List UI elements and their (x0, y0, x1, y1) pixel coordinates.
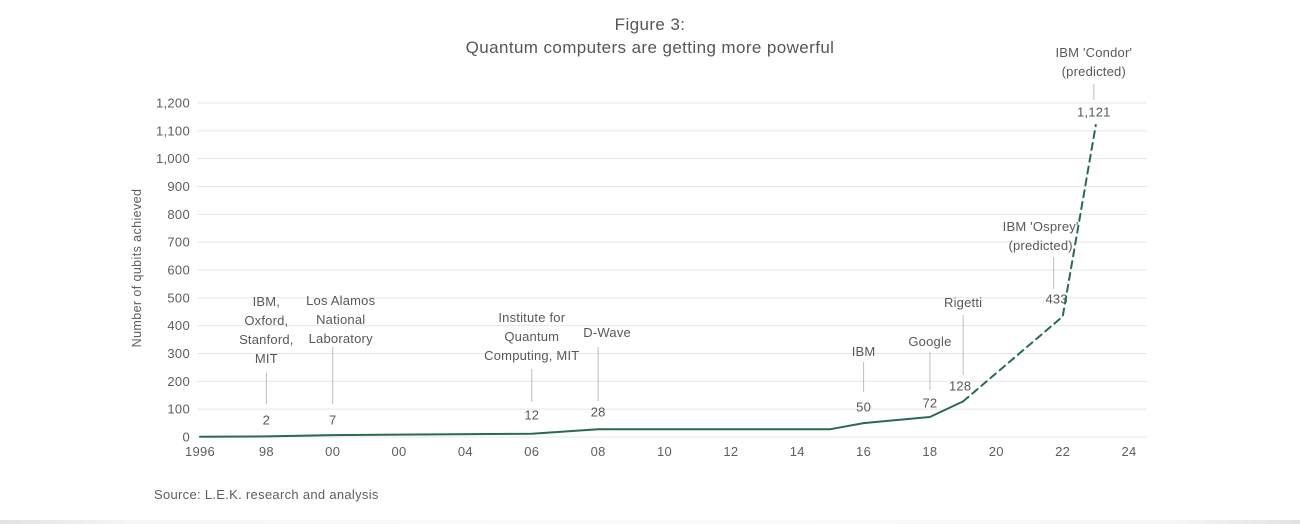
figure-title-block: Figure 3: Quantum computers are getting … (0, 13, 1300, 59)
predicted-line-dashed (962, 124, 1097, 403)
annotation-label: Computing, MIT (484, 348, 579, 363)
achieved-line-solid (199, 400, 965, 438)
x-tick-label: 08 (591, 444, 606, 459)
x-tick-label: 12 (723, 444, 738, 459)
annotation-label: Los Alamos (306, 293, 376, 308)
annotation-value: 2 (263, 413, 270, 428)
x-tick-label: 20 (989, 444, 1004, 459)
x-tick-label: 04 (458, 444, 473, 459)
annotation-value: 1,121 (1077, 105, 1111, 120)
annotation-label: Quantum (504, 329, 559, 344)
annotation-label: Rigetti (944, 295, 982, 310)
x-tick-label: 22 (1055, 444, 1070, 459)
y-tick-label: 200 (167, 374, 190, 389)
annotation-label: IBM 'Condor' (1055, 45, 1132, 60)
page-bottom-edge (0, 520, 1300, 524)
y-axis-title: Number of qubits achieved (130, 189, 144, 348)
annotation-label: Oxford, (244, 313, 288, 328)
y-tick-label: 500 (167, 290, 190, 305)
x-tick-label: 98 (259, 444, 274, 459)
y-tick-label: 300 (167, 346, 190, 361)
annotation-label: (predicted) (1008, 238, 1072, 253)
source-note: Source: L.E.K. research and analysis (154, 487, 379, 502)
y-tick-label: 100 (167, 402, 190, 417)
y-tick-label: 0 (182, 430, 190, 445)
x-tick-label: 24 (1121, 444, 1136, 459)
annotation-value: 12 (524, 408, 539, 423)
figure-number: Figure 3: (614, 15, 686, 34)
x-tick-label: 14 (790, 444, 805, 459)
annotation-label: D-Wave (583, 325, 631, 340)
annotation-label: Google (908, 334, 951, 349)
annotation-label: Institute for (498, 310, 565, 325)
annotation-value: 50 (856, 400, 871, 415)
y-tick-label: 1,100 (156, 123, 190, 138)
x-tick-label: 1996 (185, 444, 215, 459)
y-tick-label: 1,000 (156, 151, 190, 166)
figure-subtitle: Quantum computers are getting more power… (465, 38, 835, 57)
y-tick-label: 900 (167, 179, 190, 194)
annotation-label: Laboratory (309, 331, 373, 346)
annotation-label: MIT (255, 351, 278, 366)
annotation-label: IBM (852, 344, 876, 359)
y-tick-label: 1,200 (156, 96, 190, 111)
annotation-label: IBM 'Osprey' (1003, 219, 1079, 234)
x-tick-label: 06 (524, 444, 539, 459)
annotation-value: 433 (1046, 292, 1068, 307)
annotation-value: 128 (949, 379, 971, 394)
x-tick-label: 00 (392, 444, 407, 459)
y-tick-label: 400 (167, 318, 190, 333)
annotation-label: Stanford, (239, 332, 294, 347)
annotation-label: National (316, 312, 365, 327)
annotation-value: 28 (591, 405, 606, 420)
x-tick-label: 00 (325, 444, 340, 459)
annotation-label: (predicted) (1062, 64, 1126, 79)
annotation-value: 7 (329, 413, 336, 428)
y-tick-label: 800 (167, 207, 190, 222)
x-tick-label: 16 (856, 444, 871, 459)
x-tick-label: 18 (922, 444, 937, 459)
annotation-label: IBM, (253, 294, 281, 309)
y-tick-label: 600 (167, 263, 190, 278)
y-tick-label: 700 (167, 235, 190, 250)
annotation-value: 72 (923, 396, 938, 411)
x-tick-label: 10 (657, 444, 672, 459)
